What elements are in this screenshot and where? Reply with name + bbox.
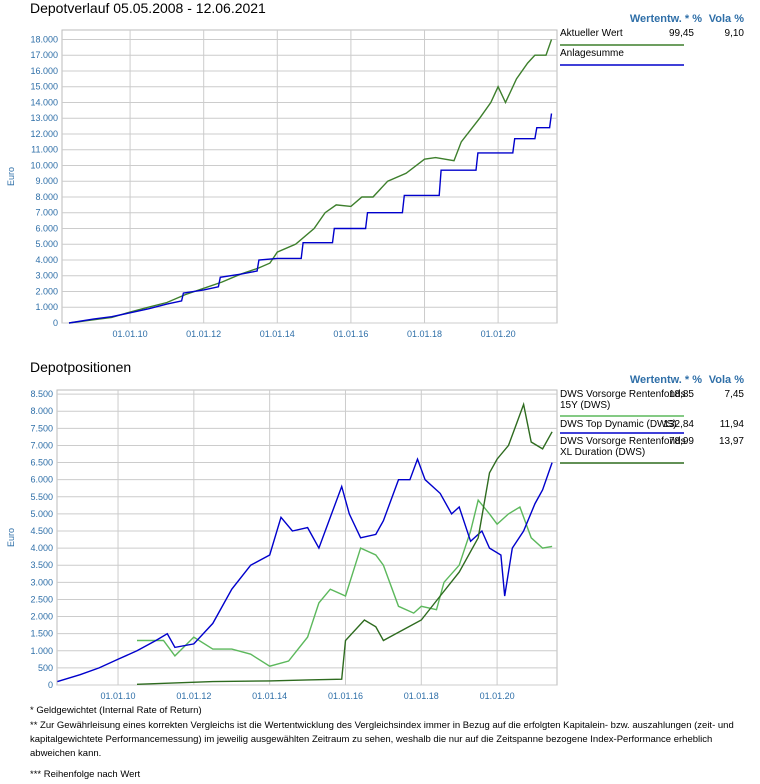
- legend-performance: 99,45: [669, 28, 694, 39]
- y-tick-label: 0: [48, 680, 53, 690]
- y-axis-label: Euro: [6, 167, 16, 186]
- y-tick-label: 18.000: [30, 34, 58, 44]
- x-tick-label: 01.01.16: [333, 329, 368, 339]
- y-tick-label: 14.000: [30, 97, 58, 107]
- y-axis-label: Euro: [6, 528, 16, 547]
- footnote: * Geldgewichtet (Internal Rate of Return…: [30, 705, 202, 716]
- y-tick-label: 4.000: [30, 543, 53, 553]
- legend-label: DWS Vorsorge Rentenfonds XL Duration (DWS…: [560, 436, 686, 458]
- y-tick-label: 5.000: [30, 509, 53, 519]
- y-tick-label: 4.000: [35, 255, 58, 265]
- y-tick-label: 3.500: [30, 560, 53, 570]
- y-tick-label: 16.000: [30, 66, 58, 76]
- x-tick-label: 01.01.18: [404, 691, 439, 701]
- line-series: [68, 113, 553, 324]
- line-series: [136, 401, 553, 685]
- y-tick-label: 2.000: [35, 286, 58, 296]
- y-tick-label: 6.000: [30, 475, 53, 485]
- y-tick-label: 1.000: [35, 302, 58, 312]
- x-tick-label: 01.01.14: [260, 329, 295, 339]
- y-tick-label: 17.000: [30, 50, 58, 60]
- y-tick-label: 8.000: [35, 192, 58, 202]
- plot-frame: [61, 29, 558, 324]
- legend-label: Anlagesumme: [560, 48, 624, 59]
- y-tick-label: 6.500: [30, 458, 53, 468]
- y-tick-label: 8.000: [30, 406, 53, 416]
- y-tick-label: 7.000: [35, 208, 58, 218]
- legend-performance: 18,85: [669, 389, 694, 400]
- y-tick-label: 5.000: [35, 239, 58, 249]
- y-tick-label: 13.000: [30, 113, 58, 123]
- y-tick-label: 15.000: [30, 82, 58, 92]
- legend-performance: 132,84: [663, 419, 694, 430]
- y-tick-label: 9.000: [35, 176, 58, 186]
- x-tick-label: 01.01.20: [480, 691, 515, 701]
- y-tick-label: 3.000: [35, 271, 58, 281]
- legend-performance: 78,99: [669, 436, 694, 447]
- legend-label: Aktueller Wert: [560, 28, 623, 39]
- legend-header: Wertentw. * %: [630, 374, 702, 386]
- x-tick-label: 01.01.10: [113, 329, 148, 339]
- y-tick-label: 500: [38, 663, 53, 673]
- y-tick-label: 3.000: [30, 577, 53, 587]
- x-tick-label: 01.01.12: [186, 329, 221, 339]
- footnote: *** Reihenfolge nach Wert: [30, 769, 141, 780]
- legend-vola: 9,10: [725, 28, 745, 39]
- x-tick-label: 01.01.16: [328, 691, 363, 701]
- line-series: [68, 39, 553, 324]
- y-tick-label: 7.500: [30, 423, 53, 433]
- x-tick-label: 01.01.14: [252, 691, 287, 701]
- y-tick-label: 8.500: [30, 389, 53, 399]
- y-tick-label: 1.000: [30, 646, 53, 656]
- y-tick-label: 6.000: [35, 223, 58, 233]
- legend-label: DWS Top Dynamic (DWS): [560, 419, 677, 430]
- y-tick-label: 4.500: [30, 526, 53, 536]
- chart-title: Depotverlauf 05.05.2008 - 12.06.2021: [30, 0, 266, 16]
- y-tick-label: 7.000: [30, 440, 53, 450]
- y-tick-label: 5.500: [30, 492, 53, 502]
- x-tick-label: 01.01.12: [176, 691, 211, 701]
- y-tick-label: 10.000: [30, 160, 58, 170]
- chart-title: Depotpositionen: [30, 359, 131, 375]
- plot-frame: [56, 389, 558, 686]
- footnote: ** Zur Gewährleisung eines korrekten Ver…: [30, 720, 734, 759]
- line-series: [137, 498, 553, 667]
- legend-vola: 13,97: [719, 436, 744, 447]
- legend-header: Wertentw. * %: [630, 13, 702, 25]
- y-tick-label: 1.500: [30, 629, 53, 639]
- x-tick-label: 01.01.18: [407, 329, 442, 339]
- y-tick-label: 11.000: [31, 145, 58, 155]
- x-tick-label: 01.01.10: [101, 691, 136, 701]
- y-tick-label: 2.500: [30, 594, 53, 604]
- legend-label: DWS Vorsorge Rentenfonds 15Y (DWS): [560, 389, 686, 411]
- legend-header: Vola %: [709, 13, 744, 25]
- legend-vola: 11,94: [720, 419, 745, 430]
- y-tick-label: 2.000: [30, 612, 53, 622]
- legend-vola: 7,45: [725, 389, 745, 400]
- x-tick-label: 01.01.20: [481, 329, 516, 339]
- line-series: [57, 457, 553, 683]
- legend-header: Vola %: [709, 374, 744, 386]
- y-tick-label: 12.000: [30, 129, 58, 139]
- y-tick-label: 0: [53, 318, 58, 328]
